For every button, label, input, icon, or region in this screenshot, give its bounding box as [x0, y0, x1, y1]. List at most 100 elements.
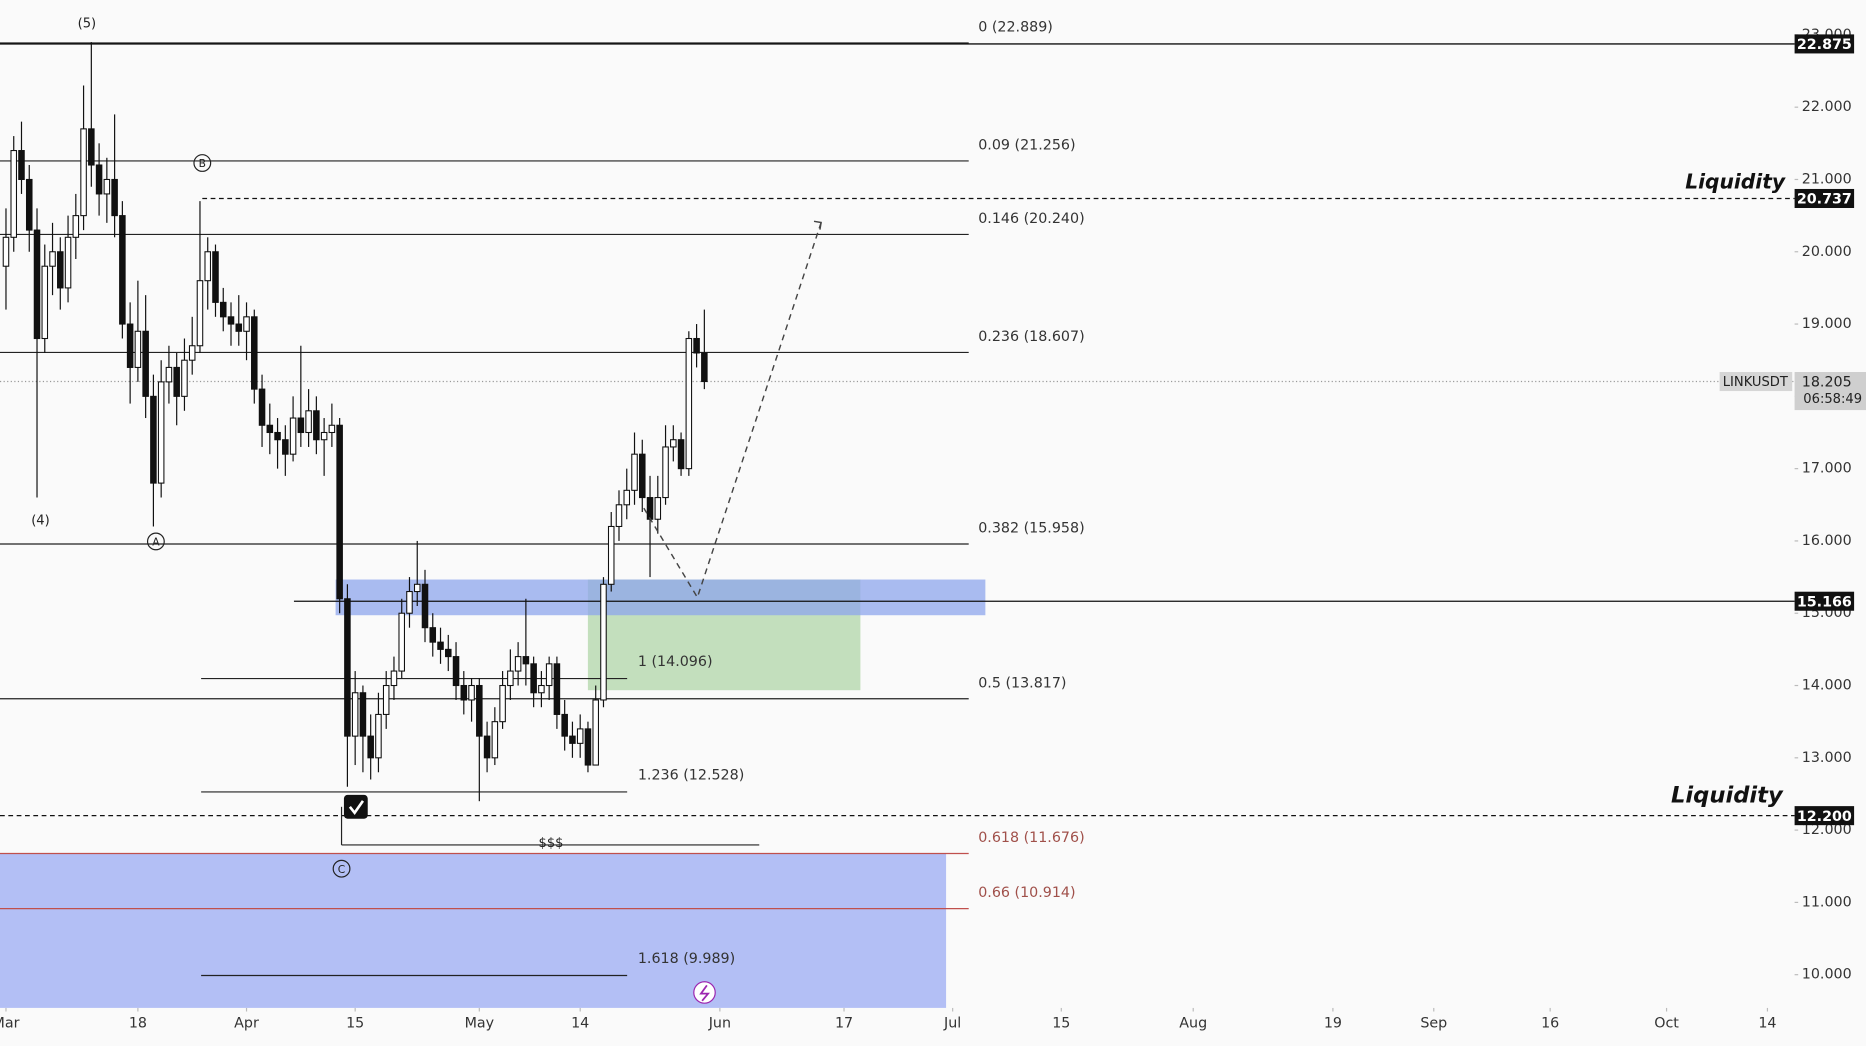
candle-body: [251, 316, 258, 390]
candle-body: [607, 525, 615, 585]
candle-body: [507, 670, 514, 687]
candle-body: [460, 684, 468, 701]
candle-body: [600, 583, 607, 701]
candle-body: [258, 388, 266, 426]
y-tick-label: 10.000: [1802, 967, 1852, 983]
wave-label: C: [338, 863, 345, 876]
candle-body: [88, 128, 95, 166]
x-tick-label: 16: [1541, 1015, 1559, 1031]
y-tick-label: 21.000: [1802, 171, 1852, 187]
candle-body: [382, 684, 390, 715]
current-price-label: 18.205: [1802, 375, 1852, 391]
candle-body: [212, 251, 219, 303]
y-tick-label: 22.000: [1802, 99, 1852, 115]
price-badge: [1794, 34, 1855, 54]
candle-body: [57, 251, 64, 289]
fib-label: 0.618 (11.676): [978, 830, 1084, 846]
candle-body: [282, 439, 289, 455]
y-tick-label: 11.000: [1802, 894, 1852, 910]
candle-body: [522, 656, 530, 665]
candle-body: [553, 663, 561, 715]
candle-body: [95, 164, 103, 195]
projection-arrow: [813, 220, 822, 230]
extension-label: 1.618 (9.989): [638, 951, 735, 967]
candle-body: [134, 330, 142, 368]
x-tick-label: Aug: [1179, 1015, 1207, 1031]
candle-body: [530, 663, 537, 694]
y-tick-label: 13.000: [1802, 750, 1852, 766]
candle-body: [235, 323, 243, 332]
candle-body: [670, 439, 677, 448]
wave-circle: [332, 859, 351, 878]
candle-body: [592, 699, 599, 766]
price-badge-label: 20.737: [1797, 192, 1852, 208]
price-badge: [1794, 188, 1855, 209]
candle-body: [219, 301, 227, 318]
candle-body: [631, 453, 638, 491]
fib-label: 0 (22.889): [978, 19, 1053, 35]
candle-body: [289, 417, 297, 455]
candle-body: [227, 316, 235, 325]
candle-body: [406, 591, 413, 614]
y-tick-label: 20.000: [1802, 244, 1852, 260]
candle-body: [468, 684, 475, 701]
candle-body: [375, 713, 382, 759]
candle-body: [188, 345, 196, 361]
candle-body: [646, 497, 654, 520]
extension-label: 1.236 (12.528): [638, 767, 744, 783]
candle-body: [538, 684, 545, 694]
y-tick-label: 12.000: [1802, 822, 1852, 838]
x-tick-label: May: [465, 1015, 495, 1031]
candle-body: [576, 728, 584, 744]
liquidity-label: Liquidity: [1685, 170, 1786, 194]
candle-body: [64, 236, 72, 289]
y-tick-label: 14.000: [1802, 678, 1852, 694]
candle-body: [33, 229, 41, 340]
candle-body: [150, 395, 157, 484]
candle-body: [437, 641, 444, 650]
candle-body: [2, 236, 10, 267]
candle-body: [344, 598, 351, 737]
candle-body: [111, 178, 118, 217]
fib-label: 0.146 (20.240): [978, 211, 1084, 227]
x-tick-label: 17: [835, 1015, 853, 1031]
wave-label: (4): [31, 514, 50, 529]
candle-body: [398, 612, 405, 672]
time-axis: [0, 1007, 1866, 1044]
wave-label: B: [199, 157, 206, 170]
candle-body: [390, 670, 398, 687]
fib-label: 0.09 (21.256): [978, 137, 1075, 153]
candle-body: [569, 735, 576, 744]
wave-circle: [146, 532, 165, 551]
candle-body: [561, 713, 568, 737]
fib-label: 0.236 (18.607): [978, 329, 1084, 345]
symbol-label: LINKUSDT: [1723, 375, 1789, 390]
price-badge-label: 15.166: [1797, 594, 1852, 610]
candle-body: [181, 359, 188, 397]
fib-label: 0.382 (15.958): [978, 520, 1084, 536]
candle-body: [243, 316, 250, 332]
wave-label: (5): [78, 16, 97, 31]
price-badge-label: 22.875: [1797, 37, 1852, 53]
price-badge: [1794, 806, 1855, 826]
candle-body: [654, 497, 662, 520]
fib-label: 0.5 (13.817): [978, 675, 1066, 691]
candle-body: [196, 280, 204, 347]
candle-body: [445, 648, 452, 658]
candle-body: [499, 684, 506, 723]
candle-body: [320, 431, 328, 441]
candle-body: [328, 424, 336, 434]
candle-body: [274, 431, 281, 441]
candle-body: [49, 251, 56, 267]
price-badge-label: 12.200: [1797, 809, 1852, 825]
candle-body: [18, 150, 25, 181]
symbol-badge: [1719, 372, 1793, 392]
x-tick-label: 14: [1758, 1015, 1776, 1031]
x-tick-label: 15: [1052, 1015, 1070, 1031]
fib-label: 0.66 (10.914): [978, 885, 1075, 901]
liquidity-label: Liquidity: [1671, 783, 1784, 809]
candle-body: [545, 663, 553, 687]
candle-body: [80, 128, 87, 217]
candle-body: [126, 323, 134, 368]
